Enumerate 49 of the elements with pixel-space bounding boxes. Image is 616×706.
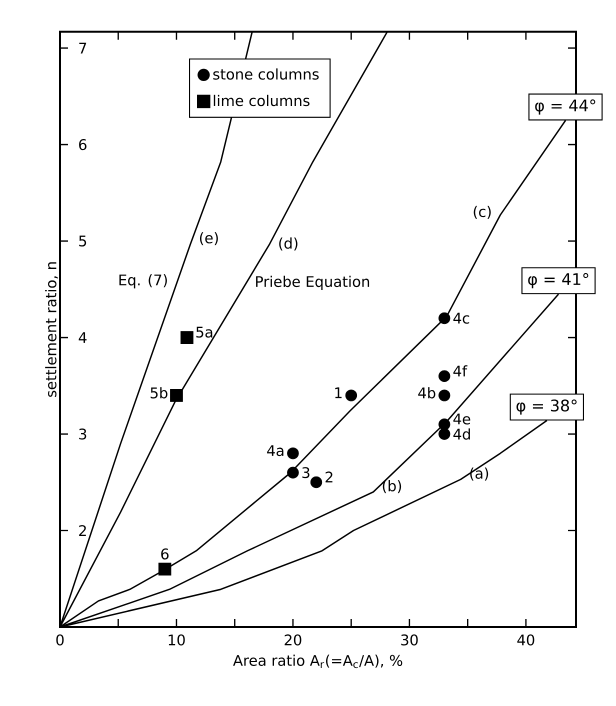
annotation: (a) — [470, 468, 488, 481]
annotation: 5a — [196, 326, 212, 338]
series-label: φ = 44° — [535, 99, 596, 115]
annotation: 4e — [453, 414, 470, 424]
y-axis-title: settlement ratio, n — [45, 262, 58, 397]
annotation: Priebe Equation — [256, 276, 370, 290]
point — [310, 476, 322, 488]
point — [287, 466, 299, 478]
point — [438, 312, 450, 324]
annotation: 1 — [335, 387, 342, 398]
annotation: 4c — [453, 312, 470, 324]
x-tick-label: 0 — [56, 634, 64, 646]
y-tick-label: 7 — [79, 42, 86, 54]
y-tick-label: 5 — [79, 236, 86, 247]
annotation: 4a — [267, 445, 284, 456]
annotation: (e) — [200, 232, 218, 246]
point — [438, 370, 450, 382]
legend-label: stone columns — [213, 68, 319, 80]
point — [438, 428, 450, 440]
y-tick-label: 4 — [78, 332, 87, 343]
annotation: (b) — [382, 480, 402, 494]
x-tick-label: 10 — [168, 634, 185, 646]
point — [287, 447, 299, 460]
point — [180, 331, 194, 344]
y-tick-label: 3 — [79, 428, 86, 440]
annotation: (d) — [279, 237, 298, 250]
point — [170, 389, 183, 402]
series-label: φ = 38° — [516, 399, 577, 415]
x-tick-label: 20 — [284, 634, 302, 646]
y-tick-label: 6 — [79, 139, 86, 150]
annotation: 2 — [326, 472, 332, 482]
y-tick-label: 2 — [79, 525, 86, 536]
x-tick-label: 40 — [517, 634, 534, 646]
annotation: 4f — [453, 365, 468, 376]
x-tick-label: 30 — [401, 634, 418, 646]
annotation: 4b — [418, 387, 436, 398]
annotation: 5b — [150, 387, 168, 398]
legend-label: lime columns — [214, 94, 310, 106]
point — [158, 562, 172, 576]
point — [438, 418, 450, 430]
annotation: 6 — [161, 548, 169, 560]
annotation: (c) — [474, 206, 491, 219]
annotation: 3 — [302, 467, 310, 478]
annotation: Eq. (7) — [119, 274, 167, 288]
annotation: 4d — [453, 428, 470, 440]
series-label: φ = 41° — [528, 273, 588, 288]
point — [345, 390, 358, 402]
point — [438, 390, 450, 402]
x-axis-title: Area ratio A$_{r}$(=A$_{c}$/A), % — [233, 654, 402, 668]
